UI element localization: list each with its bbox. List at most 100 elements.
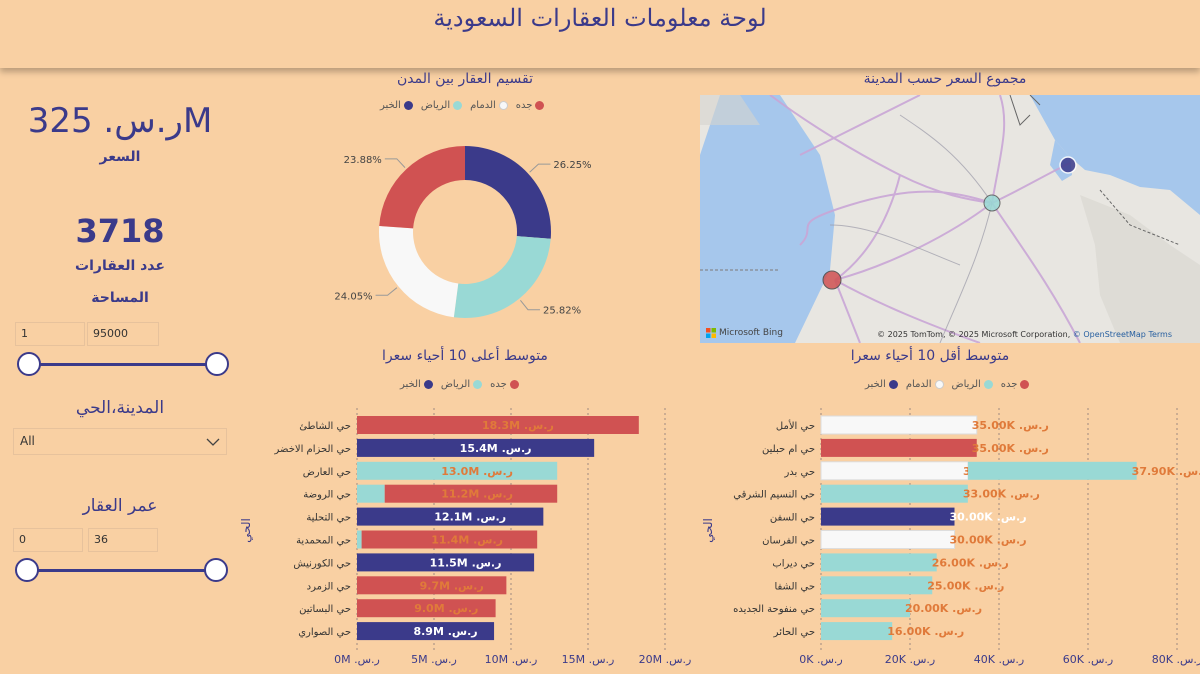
x-tick-label: ر.س. 10M	[485, 653, 538, 666]
map-title: مجموع السعر حسب المدينة	[863, 71, 1027, 87]
city-district-dropdown[interactable]: All	[13, 428, 227, 455]
category-label: حي التحلية	[306, 513, 351, 524]
total-price-value: ر.س. 325M	[27, 101, 213, 141]
bar-segment	[361, 530, 538, 549]
legend-label: الدمام	[470, 100, 496, 111]
category-label: حي ديراب	[772, 558, 815, 569]
x-tick-label: ر.س. 15M	[562, 653, 615, 666]
category-label: حي الفرسان	[762, 536, 815, 547]
area-min-input[interactable]: 1	[15, 322, 85, 346]
bar-value-label: ر.س. 35.00K	[972, 419, 1049, 432]
bottom10-legend: جده الرياض الدمام الخبر	[865, 379, 1030, 390]
top10-legend-item[interactable]: الخبر	[400, 379, 433, 390]
legend-dot-icon	[423, 380, 433, 389]
bar-value-label: ر.س. 15.4M	[460, 442, 532, 455]
donut-legend-item[interactable]: جده	[516, 100, 545, 111]
bar-segment	[357, 599, 496, 618]
bar-segment	[357, 622, 495, 641]
bar-segment	[357, 416, 639, 434]
legend-label: الرياض	[420, 100, 451, 111]
category-label: حي الصواري	[298, 627, 351, 638]
area-slider-track[interactable]	[28, 363, 218, 366]
donut-slice	[379, 146, 465, 229]
donut-legend-item[interactable]: الرياض	[420, 100, 463, 111]
bar-segment	[821, 507, 955, 526]
bar-segment	[821, 438, 977, 457]
bar-value-label: ر.س. 33.00K	[963, 488, 1040, 501]
category-label: حي الحائر	[773, 627, 815, 638]
category-label: حي الحزام الاخضر	[274, 444, 352, 455]
map-bing-logo: Microsoft Bing	[706, 328, 783, 338]
donut-chart-title: تقسيم العقار بين المدن	[396, 71, 534, 87]
donut-leader-line	[375, 287, 398, 296]
map-terms-link[interactable]: Terms	[1148, 330, 1172, 339]
legend-dot-icon	[934, 380, 944, 389]
bar-segment	[357, 576, 507, 595]
donut-legend-item[interactable]: الدمام	[470, 100, 508, 111]
legend-dot-icon	[498, 101, 508, 110]
age-max-input[interactable]: 36	[88, 528, 158, 552]
bar-segment	[820, 415, 978, 435]
city-price-map[interactable]: Microsoft Bing © 2025 TomTom, © 2025 Mic…	[700, 95, 1200, 343]
x-tick-label: ر.س. 40K	[974, 653, 1024, 666]
bottom10-legend-item[interactable]: الرياض	[952, 379, 993, 390]
bar-value-label: ر.س. 11.4M	[431, 534, 503, 547]
openstreetmap-link[interactable]: © OpenStreetMap	[1072, 330, 1146, 339]
donut-slice-label: 26.25%	[553, 160, 591, 171]
legend-dot-icon	[453, 101, 463, 110]
bar-value-label: ر.س. 9.7M	[420, 579, 484, 592]
donut-leader-line	[384, 158, 406, 168]
property-count-label: عدد العقارات	[75, 258, 165, 274]
bar-segment	[820, 461, 969, 481]
category-label: حي العارض	[303, 467, 351, 478]
top10-bar-chart: ر.س. 0M ر.س. 5M ر.س. 10M ر.س. 15M ر.س. 20M ال…	[239, 408, 691, 666]
top10-legend-item[interactable]: الرياض	[440, 379, 483, 390]
age-slider-max-handle[interactable]	[204, 558, 228, 582]
bar-segment	[357, 438, 595, 457]
bar-segment	[821, 599, 910, 618]
legend-label: جده	[515, 100, 533, 111]
map-attribution: © 2025 TomTom, © 2025 Microsoft Corporat…	[877, 330, 1172, 339]
category-label: حي الكورنيش	[293, 558, 351, 569]
bottom10-legend-item[interactable]: جده	[1001, 379, 1030, 390]
property-count-value: 3718	[75, 212, 165, 250]
donut-leader-line	[520, 300, 540, 311]
top10-legend-item[interactable]: جده	[490, 379, 519, 390]
legend-label: الرياض	[440, 379, 471, 390]
bar-segment	[357, 507, 544, 526]
bottom10-legend-item[interactable]: الخبر	[865, 379, 898, 390]
map-attribution-text: © 2025 TomTom, © 2025 Microsoft Corporat…	[877, 330, 1071, 339]
x-tick-label: ر.س. 5M	[411, 653, 457, 666]
legend-dot-icon	[1020, 380, 1030, 389]
category-label: حي الشاطئ	[299, 421, 351, 432]
category-label: حي الروضة	[303, 490, 351, 501]
map-bubble-jeddah	[822, 270, 842, 290]
legend-label: الخبر	[400, 379, 421, 390]
y-axis-title: الحي	[701, 518, 715, 543]
bar-value-label: ر.س. 16.00K	[887, 625, 964, 638]
x-tick-label: ر.س. 60K	[1063, 653, 1113, 666]
donut-slice	[465, 146, 551, 239]
bar-value-label: ر.س. 9.0M	[414, 602, 478, 615]
age-slider-track[interactable]	[28, 569, 218, 572]
area-max-input[interactable]: 95000	[87, 322, 159, 346]
legend-label: الرياض	[951, 379, 981, 390]
bar-segment	[357, 461, 558, 480]
bottom10-legend-item[interactable]: الدمام	[906, 379, 944, 390]
bar-segment	[357, 484, 385, 503]
age-min-input[interactable]: 0	[13, 528, 83, 552]
age-slider-min-handle[interactable]	[15, 558, 39, 582]
area-slider-min-handle[interactable]	[17, 352, 41, 376]
area-slider-max-handle[interactable]	[205, 352, 229, 376]
bar-value-label: ر.س. 37.90K	[1132, 465, 1200, 478]
donut-legend-item[interactable]: الخبر	[380, 100, 413, 111]
bar-segment	[357, 553, 535, 572]
legend-label: الخبر	[865, 379, 886, 390]
bar-value-label: ر.س. 30.00K	[950, 511, 1027, 524]
category-label: حي النسيم الشرقي	[733, 490, 815, 501]
chevron-down-icon	[206, 438, 220, 446]
donut-slice	[453, 236, 551, 318]
legend-label: جده	[1000, 379, 1018, 390]
bar-value-label: ر.س. 25.00K	[927, 579, 1004, 592]
area-slicer-title: المساحة	[91, 290, 149, 306]
